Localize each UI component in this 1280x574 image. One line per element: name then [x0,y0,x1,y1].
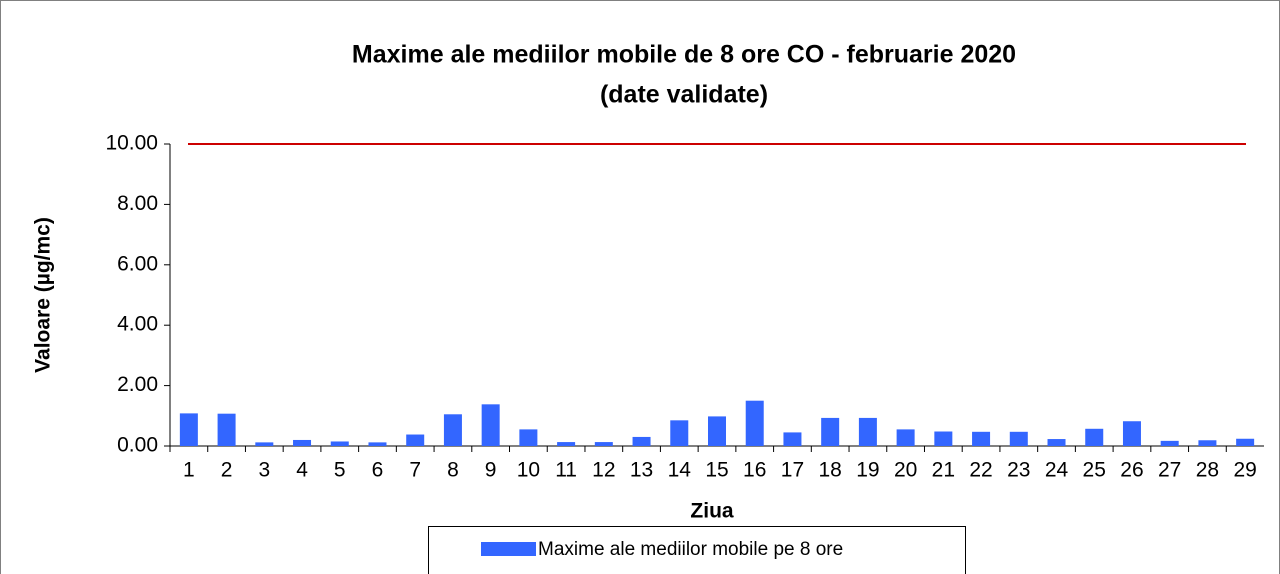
bar [557,442,576,446]
bar [670,420,689,446]
x-tick-label: 20 [894,459,917,482]
x-tick-label: 5 [334,459,346,482]
bar [1160,440,1179,446]
bar [179,413,198,446]
x-tick-label: 10 [517,459,540,482]
x-tick-label: 25 [1083,459,1106,482]
chart-title: Maxime ale mediilor mobile de 8 ore CO -… [352,41,1016,69]
x-tick-label: 8 [447,459,459,482]
y-tick-label: 10.00 [105,132,158,155]
x-tick-label: 6 [372,459,384,482]
bar [934,431,953,446]
x-tick-label: 13 [630,459,653,482]
bar [1085,428,1104,446]
x-tick-label: 18 [818,459,841,482]
x-tick-label: 19 [856,459,879,482]
legend-label: Maxime ale mediilor mobile pe 8 ore [538,539,843,560]
bar [896,429,915,446]
bar [1236,438,1255,446]
bar [519,429,538,446]
bar [783,432,802,446]
chart-subtitle: (date validate) [600,81,768,109]
bar [406,434,425,446]
y-tick-label: 4.00 [117,313,158,336]
x-tick-label: 28 [1196,459,1219,482]
x-tick-label: 26 [1120,459,1143,482]
x-tick-label: 21 [932,459,955,482]
bar [481,404,500,446]
x-tick-label: 9 [485,459,497,482]
x-tick-label: 23 [1007,459,1030,482]
x-tick-label: 24 [1045,459,1069,482]
bar [1047,439,1066,446]
x-axis-label: Ziua [690,500,733,523]
bar [745,400,764,446]
legend-swatch [481,542,536,556]
bar [255,442,274,446]
x-tick-label: 29 [1233,459,1256,482]
bar [368,442,387,446]
bar [972,431,991,446]
bar [594,442,613,446]
bar [1198,440,1217,446]
bar [632,436,651,446]
y-tick-label: 0.00 [117,434,158,457]
bar [821,417,840,446]
bar [1009,431,1028,446]
x-tick-label: 17 [781,459,804,482]
bar [330,441,349,446]
x-tick-label: 12 [592,459,615,482]
x-tick-label: 7 [409,459,421,482]
x-tick-label: 14 [668,459,692,482]
y-tick-label: 2.00 [117,373,158,396]
x-tick-label: 16 [743,459,766,482]
x-tick-label: 27 [1158,459,1181,482]
y-axis-label: Valoare (µg/mc) [32,217,55,373]
x-tick-label: 4 [296,459,308,482]
x-tick-label: 3 [258,459,270,482]
bar [293,439,312,446]
y-tick-label: 6.00 [117,252,158,275]
x-tick-label: 15 [705,459,728,482]
x-tick-label: 22 [969,459,992,482]
bar [217,413,236,446]
x-tick-label: 1 [183,459,195,482]
bar [1122,421,1141,446]
y-tick-label: 8.00 [117,192,158,215]
x-tick-label: 2 [221,459,233,482]
bar [858,417,877,446]
x-tick-label: 11 [555,459,577,482]
bar [708,416,726,446]
bar [443,414,462,446]
